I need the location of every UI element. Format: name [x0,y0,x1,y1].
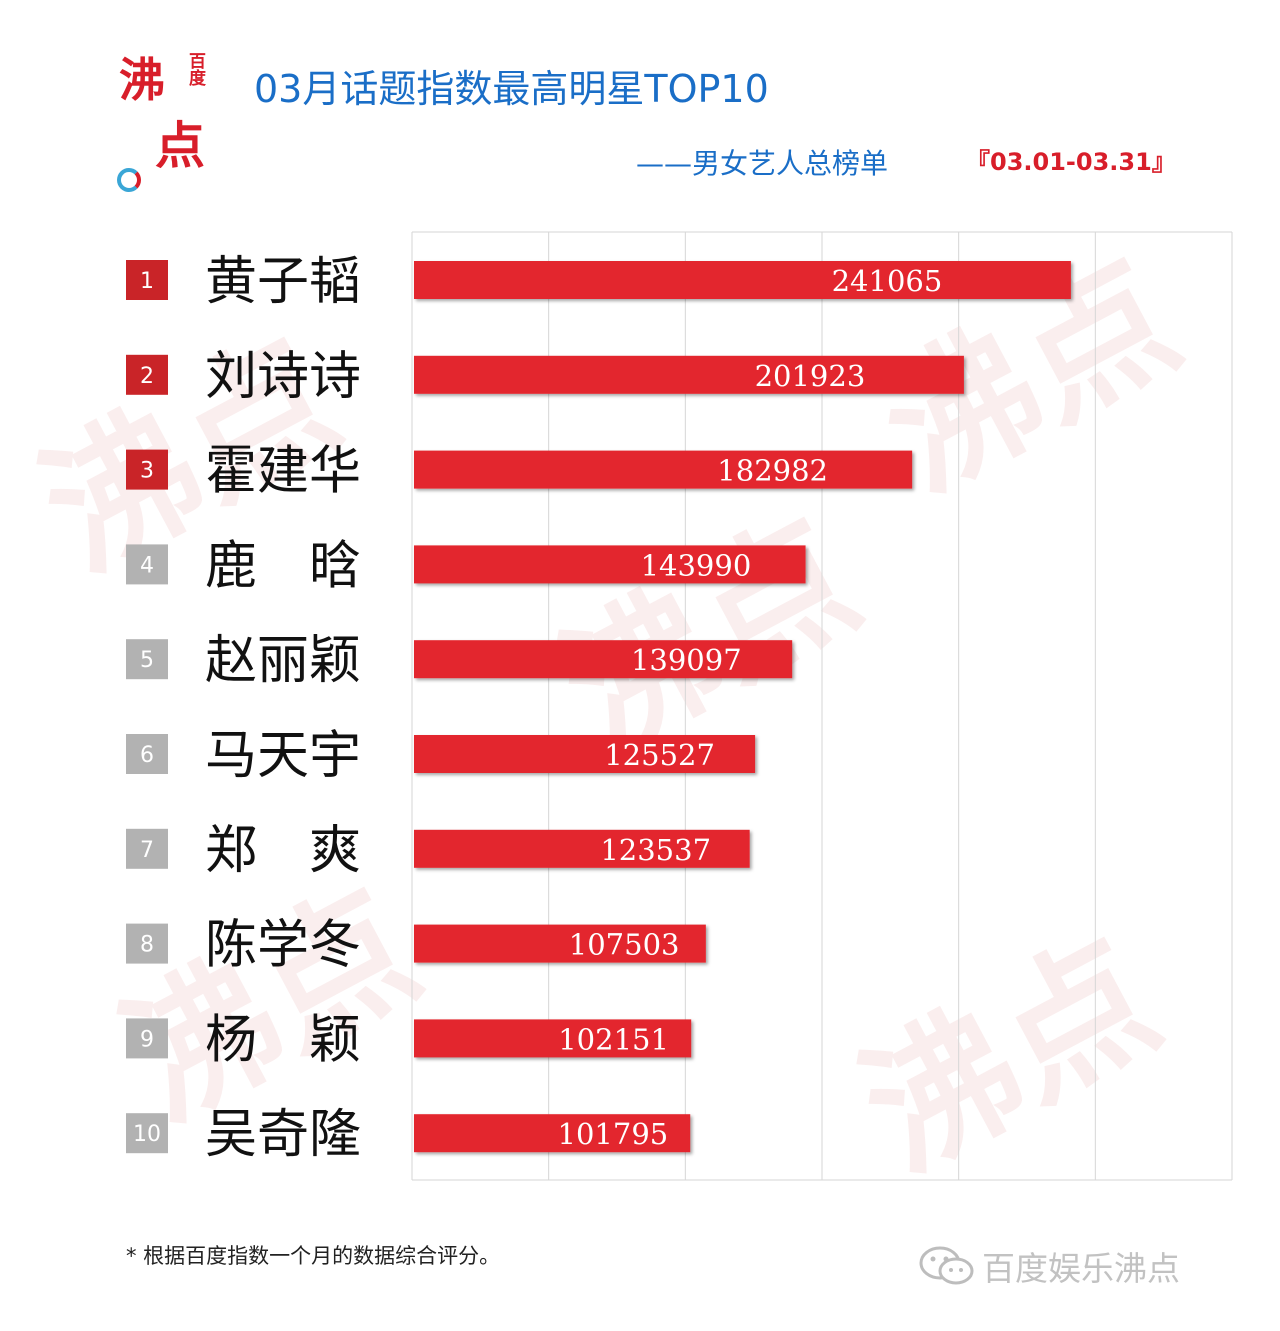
category-label: 陈学冬 [205,916,361,976]
bar [414,545,806,584]
rank-badge [126,354,168,395]
rank-number: 4 [140,553,154,578]
logo-char: 沸 [119,53,165,107]
category-label: 马天宇 [205,726,361,786]
bar [414,924,706,963]
data-label: 125527 [604,738,715,772]
data-label: 101795 [558,1117,669,1151]
data-label: 182982 [717,454,828,488]
data-label: 139097 [631,643,742,677]
brand-mark: 百度娱乐沸点 [918,1242,1180,1290]
bar [414,640,793,679]
category-label: 霍建华 [205,442,361,502]
category-label: 杨 颖 [205,1010,361,1070]
data-label: 143990 [641,548,752,582]
category-label: 黄子韬 [205,252,361,312]
rank-number: 8 [140,933,154,958]
footnote: * 根据百度指数一个月的数据综合评分。 [126,1244,501,1268]
bar [414,829,750,868]
data-label: 123537 [600,833,711,867]
rank-number: 7 [140,838,154,863]
bar [414,450,913,489]
rank-badge [126,544,168,585]
data-label: 201923 [755,359,866,393]
rank-badge [126,1018,168,1059]
rank-badge [126,1113,168,1154]
data-label: 107503 [569,928,680,962]
rank-number: 1 [140,269,154,294]
logo: 沸 百度 点 [115,40,225,192]
brand-name: 百度娱乐沸点 [982,1249,1180,1288]
bar [414,261,1071,299]
rank-number: 6 [140,743,154,768]
rank-number: 10 [133,1122,161,1147]
rank-badge [126,734,168,774]
rank-badge [126,449,168,490]
logo-small-text: 百度 [185,52,205,86]
rank-badge [126,260,168,300]
wechat-icon [919,1246,974,1285]
bar [414,1019,692,1058]
rank-badge [126,828,168,869]
page-title: 03月话题指数最高明星TOP10 [254,67,769,111]
rank-number: 3 [140,459,154,484]
rank-number: 9 [140,1027,154,1052]
bar [414,735,756,773]
logo-ring-icon [117,168,141,192]
bar [414,1114,691,1153]
category-label: 郑 爽 [205,821,361,881]
page-subtitle: ——男女艺人总榜单 [636,147,889,180]
category-label: 刘诗诗 [205,347,361,407]
rank-badge [126,639,168,680]
logo-char: 点 [155,116,205,175]
data-label: 102151 [558,1022,669,1056]
rank-badge [126,923,168,964]
rank-number: 2 [140,364,154,389]
data-label: 241065 [832,264,943,298]
bar [414,355,964,394]
category-label: 赵丽颖 [205,631,361,691]
category-label: 吴奇隆 [205,1105,361,1165]
rank-number: 5 [140,648,154,673]
category-label: 鹿 晗 [205,536,361,596]
date-range: 『03.01-03.31』 [966,148,1176,176]
